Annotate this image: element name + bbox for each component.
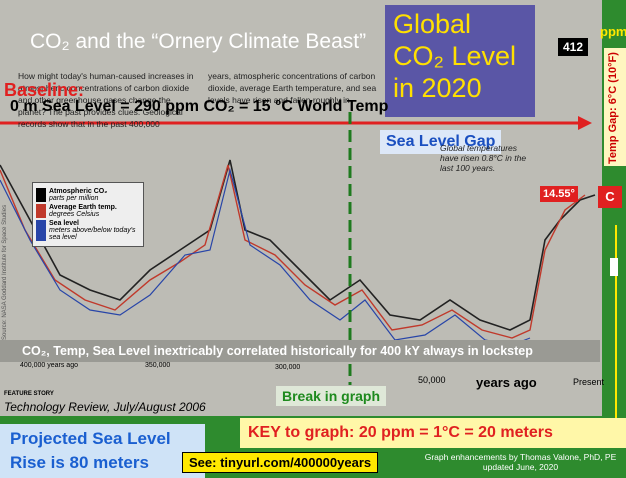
text-col: years, atmospheric concentrations of car… (208, 71, 377, 105)
temp-gap-box: Temp Gap: 6°C (10°F) (604, 48, 626, 166)
projection: Projected Sea Level Rise is 80 meters (0, 424, 205, 478)
legend-item: Atmospheric CO₂ parts per million (36, 188, 140, 202)
axis-label: 50,000 (418, 375, 446, 385)
legend-item: Sea level meters above/below today's sea … (36, 220, 140, 241)
legend-sub: parts per million (49, 195, 99, 202)
legend-title: Sea level (49, 220, 79, 227)
baseline-label: Baseline: (4, 80, 85, 100)
correlation: CO₂, Temp, Sea Level inextricably correl… (0, 340, 600, 362)
ppm: ppm (600, 24, 626, 39)
axis-label: Present (573, 377, 605, 387)
text-col: How might today's human-caused increases… (18, 71, 194, 129)
feature: FEATURE STORY (4, 391, 54, 397)
key: KEY to graph: 20 ppm = 1°C = 20 meters (240, 418, 626, 448)
legend-title: Atmospheric CO₂ (49, 188, 108, 195)
legend-item: Average Earth temp. degrees Celsius (36, 204, 140, 218)
temp-curve (0, 164, 586, 339)
temp-gap: Temp Gap: 6°C (10°F) (607, 52, 619, 164)
credit: Graph enhancements by Thomas Valone, PhD… (424, 452, 617, 472)
axis-label: 300,000 (275, 364, 301, 371)
see-link: See: tinyurl.com/400000years (182, 452, 379, 473)
co2-box: Global CO₂ Level in 2020 (385, 5, 535, 117)
title: CO₂ and the “Ornery Climate Beast” (30, 30, 367, 53)
legend-sub: meters above/below today's sea level (49, 227, 136, 241)
legend-title: Average Earth temp. (49, 204, 117, 211)
axis-label: years ago (476, 375, 537, 390)
axis-label: 400,000 years ago (20, 362, 78, 369)
current-temp: 14.55° (540, 186, 578, 202)
axis-label: 350,000 (145, 362, 171, 369)
note: Global temperatures have risen 0.8°C in … (440, 143, 527, 173)
co2-value: 412 (558, 38, 589, 56)
arrow-head (578, 116, 592, 130)
legend-sub: degrees Celsius (49, 211, 100, 218)
marker (610, 258, 618, 276)
sea-gap: Sea Level Gap (380, 130, 502, 154)
break-label: Break in graph (276, 386, 387, 406)
co2-curve (0, 159, 596, 331)
source: Source: NASA Goddard Institute for Space… (2, 204, 8, 340)
temp-unit: C (598, 186, 622, 208)
sea-curve (0, 167, 531, 346)
baseline-text: 0 m Sea Level = 290 ppm CO₂ = 15 °C Worl… (10, 98, 389, 115)
citation: Technology Review, July/August 2006 (4, 400, 206, 414)
legend: Atmospheric CO₂ parts per million Average … (32, 182, 144, 247)
